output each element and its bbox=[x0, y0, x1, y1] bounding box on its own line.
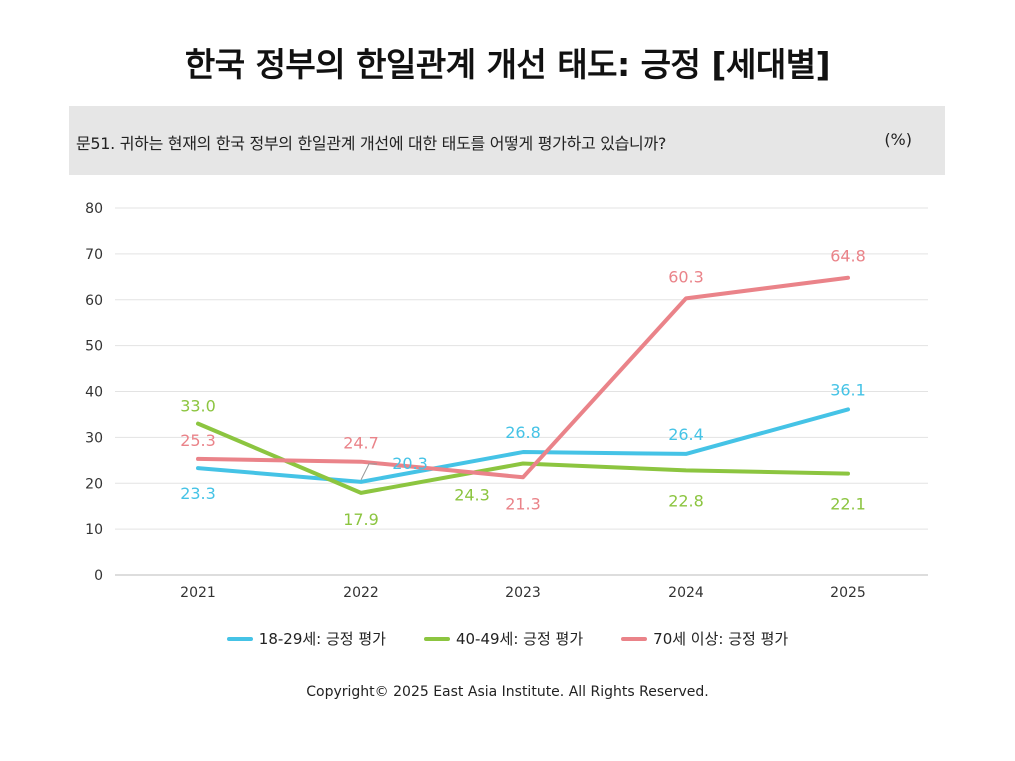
y-tick-label: 50 bbox=[85, 339, 103, 355]
y-tick-label: 40 bbox=[85, 385, 103, 401]
legend-swatch-40-49 bbox=[423, 636, 450, 641]
legend-swatch-70plus bbox=[621, 636, 648, 641]
y-tick-label: 0 bbox=[94, 568, 103, 584]
x-tick-label: 2021 bbox=[180, 585, 216, 601]
line-chart: 0 10 20 30 40 50 60 70 80 2021 2022 2023 2024 2025 23.… bbox=[85, 201, 928, 601]
legend-label-18-29: 18-29세: 긍정 평가 bbox=[258, 630, 386, 648]
data-point bbox=[521, 450, 525, 454]
data-point bbox=[684, 296, 688, 300]
data-point bbox=[846, 472, 850, 476]
data-point bbox=[521, 475, 525, 479]
data-label: 21.3 bbox=[505, 494, 541, 513]
y-tick-label: 80 bbox=[85, 201, 103, 217]
y-tick-label: 70 bbox=[85, 247, 103, 263]
data-label: 26.8 bbox=[505, 423, 541, 442]
data-point bbox=[359, 460, 363, 464]
y-tick-label: 30 bbox=[85, 430, 103, 446]
label-leader-line bbox=[360, 463, 377, 481]
y-tick-label: 10 bbox=[85, 522, 103, 538]
chart-title: 한국 정부의 한일관계 개선 태도: 긍정 [세대별] bbox=[184, 45, 831, 84]
data-label: 26.4 bbox=[668, 425, 704, 444]
question-text: 문51. 귀하는 현재의 한국 정부의 한일관계 개선에 대한 태도를 어떻게 … bbox=[76, 134, 667, 153]
data-label: 24.7 bbox=[343, 434, 379, 453]
legend: 18-29세: 긍정 평가 40-49세: 긍정 평가 70세 이상: 긍정 평… bbox=[0, 628, 1015, 649]
data-point bbox=[359, 491, 363, 495]
x-tick-label: 2022 bbox=[343, 585, 379, 601]
question-bar: 문51. 귀하는 현재의 한국 정부의 한일관계 개선에 대한 태도를 어떻게 … bbox=[69, 106, 945, 175]
data-point bbox=[196, 466, 200, 470]
data-label: 60.3 bbox=[668, 267, 704, 286]
data-label: 33.0 bbox=[180, 397, 216, 416]
x-tick-label: 2024 bbox=[668, 585, 704, 601]
data-point bbox=[196, 422, 200, 426]
data-label: 64.8 bbox=[830, 247, 866, 266]
data-point bbox=[846, 276, 850, 280]
copyright: Copyright© 2025 East Asia Institute. All… bbox=[306, 684, 709, 700]
data-label: 20.3 bbox=[392, 454, 428, 473]
data-point bbox=[521, 462, 525, 466]
data-label: 24.3 bbox=[454, 486, 490, 505]
y-tick-label: 60 bbox=[85, 293, 103, 309]
legend-item-70plus: 70세 이상: 긍정 평가 bbox=[621, 628, 788, 649]
x-tick-label: 2025 bbox=[830, 585, 866, 601]
data-point bbox=[684, 468, 688, 472]
data-label: 23.3 bbox=[180, 484, 216, 503]
y-tick-label: 20 bbox=[85, 476, 103, 492]
data-label: 22.1 bbox=[830, 495, 866, 514]
data-point bbox=[359, 480, 363, 484]
data-label: 22.8 bbox=[668, 491, 704, 510]
legend-item-18-29: 18-29세: 긍정 평가 bbox=[226, 628, 386, 649]
legend-label-40-49: 40-49세: 긍정 평가 bbox=[455, 630, 584, 648]
legend-item-40-49: 40-49세: 긍정 평가 bbox=[423, 628, 584, 649]
data-point bbox=[196, 457, 200, 461]
x-tick-label: 2023 bbox=[505, 585, 541, 601]
data-point bbox=[846, 407, 850, 411]
data-label: 25.3 bbox=[180, 431, 216, 450]
legend-swatch-18-29 bbox=[226, 636, 253, 641]
legend-label-70plus: 70세 이상: 긍정 평가 bbox=[653, 630, 789, 648]
series-line-2 bbox=[196, 275, 850, 480]
unit-label: (%) bbox=[884, 130, 912, 149]
data-point bbox=[684, 452, 688, 456]
data-label: 17.9 bbox=[343, 510, 379, 529]
data-label: 36.1 bbox=[830, 380, 866, 399]
